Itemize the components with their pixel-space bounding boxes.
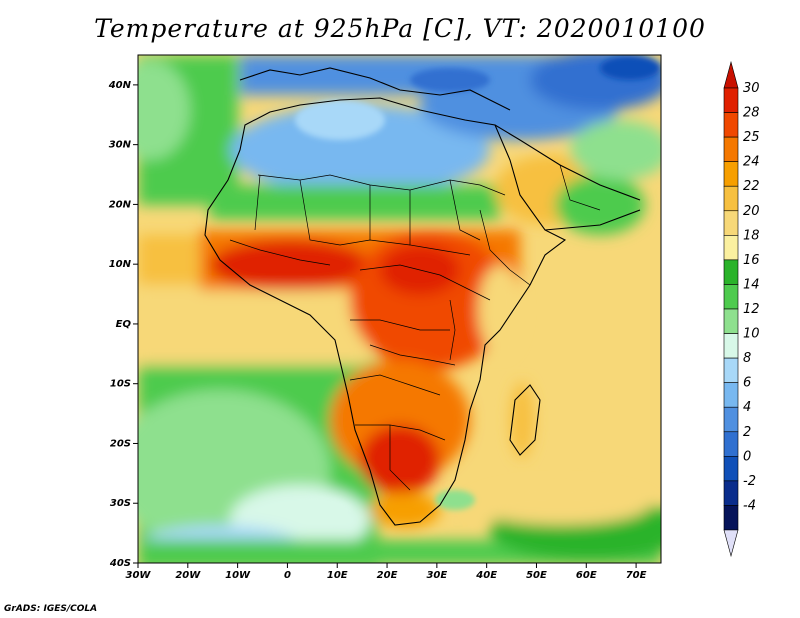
colorbar-swatch: [723, 112, 739, 138]
colorbar-swatch: [723, 480, 739, 506]
y-tick-label: 10S: [110, 379, 131, 390]
x-tick-label: 40E: [475, 570, 497, 581]
x-tick-label: 30E: [426, 570, 447, 581]
y-tick-label: 40S: [109, 558, 131, 569]
plot-frame: [137, 54, 662, 564]
x-tick-label: 20W: [175, 570, 201, 581]
y-tick-label: 30N: [109, 140, 132, 151]
temperature-field: [138, 55, 661, 563]
colorbar-label: 2: [743, 425, 751, 440]
x-tick-label: 70E: [626, 570, 647, 581]
colorbar-label: 20: [743, 204, 760, 219]
x-tick-label: 60E: [576, 570, 597, 581]
colorbar-label: 4: [743, 400, 751, 415]
colorbar-label: 12: [743, 302, 760, 317]
y-tick-label: 30S: [110, 498, 131, 509]
colorbar-swatch: [723, 185, 739, 212]
coastlines: [204, 67, 641, 526]
colorbar-label: -2: [743, 474, 756, 489]
colorbar-label: 25: [743, 130, 760, 145]
y-axis: 40N 30N 20N 10N EQ 10S 20S 30S 40S: [108, 80, 138, 569]
credit-text: GrADS: IGES/COLA: [4, 604, 98, 614]
y-tick-label: 10N: [109, 259, 132, 270]
x-tick-label: 30W: [126, 570, 152, 581]
colorbar-label: 6: [743, 376, 751, 391]
chart-title: Temperature at 925hPa [C], VT: 202001010…: [94, 14, 706, 43]
y-tick-label: 40N: [108, 80, 132, 91]
colorbar-label: 16: [743, 253, 760, 268]
colorbar-label: 10: [743, 327, 760, 342]
colorbar-swatch: [723, 308, 739, 334]
colorbar-swatch: [723, 235, 739, 261]
colorbar-swatch: [723, 357, 739, 383]
colorbar-swatch: [723, 505, 739, 531]
x-tick-label: 50E: [526, 570, 547, 581]
x-tick-label: 0: [284, 570, 291, 581]
y-tick-label: 20N: [109, 199, 132, 210]
colorbar-bottom-arrow: [723, 529, 739, 558]
colorbar-label: 28: [743, 106, 760, 121]
x-tick-label: 20E: [377, 570, 398, 581]
colorbar-label: 18: [743, 228, 760, 243]
colorbar-label: 14: [743, 277, 760, 292]
colorbar-label: 30: [743, 81, 760, 96]
colorbar-label: 0: [743, 449, 751, 464]
colorbar-swatch: [723, 161, 739, 187]
country-borders: [229, 164, 601, 491]
colorbar-swatch: [723, 406, 739, 433]
colorbar-label: 24: [743, 155, 760, 170]
colorbar-label: 8: [743, 351, 751, 366]
colorbar-swatch: [723, 382, 739, 408]
x-axis: 30W 20W 10W 0 10E 20E 30E 40E 50E 60E 70E: [126, 563, 647, 581]
colorbar-swatch: [723, 210, 739, 236]
colorbar-label: -4: [743, 498, 756, 513]
colorbar-swatch: [723, 87, 739, 113]
colorbar-top-arrow: [723, 60, 739, 89]
colorbar-swatch: [723, 333, 739, 359]
colorbar-swatch: [723, 136, 739, 162]
colorbar-swatch: [723, 456, 739, 482]
colorbar-swatch: [723, 431, 739, 457]
y-tick-label: 20S: [110, 438, 131, 449]
x-tick-label: 10E: [327, 570, 348, 581]
x-tick-label: 10W: [225, 570, 251, 581]
y-tick-label: EQ: [116, 319, 132, 330]
colorbar-swatch: [723, 259, 739, 285]
colorbar-swatch: [723, 284, 739, 310]
colorbar-label: 22: [743, 179, 760, 194]
